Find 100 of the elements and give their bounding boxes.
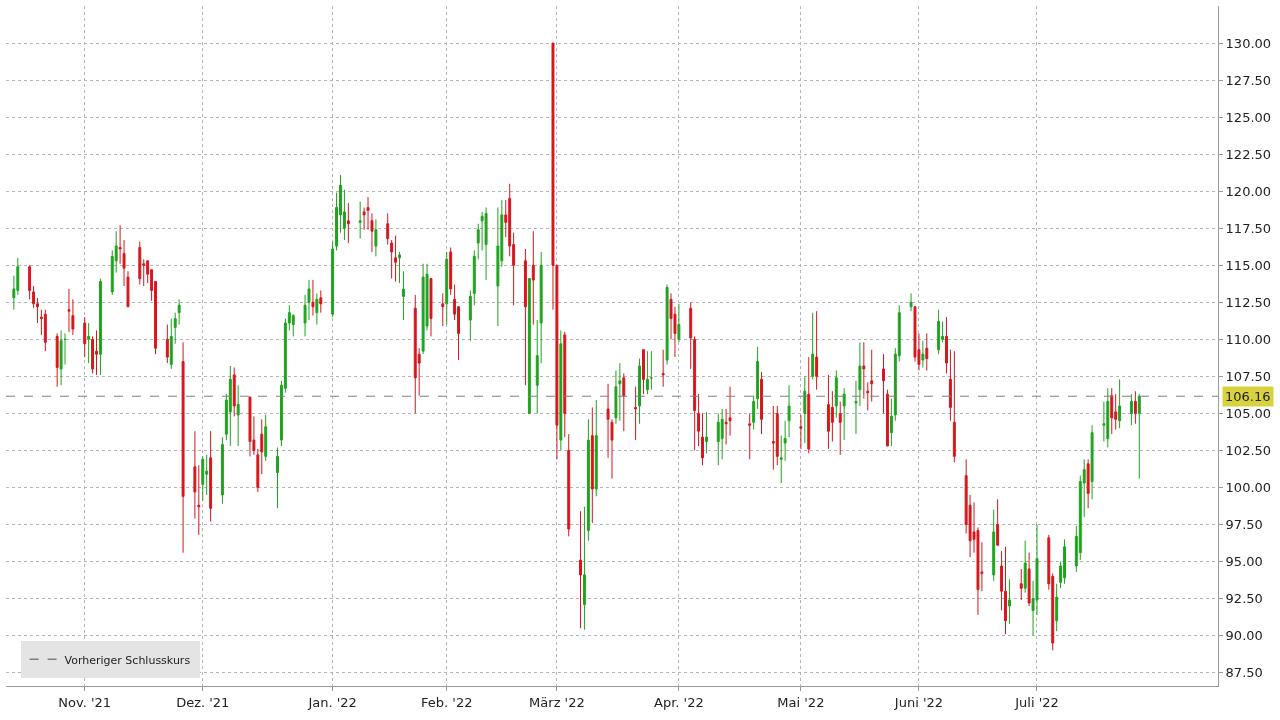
candlestick [622, 372, 626, 432]
candlestick [909, 292, 913, 312]
y-tick-label: 127.50 [1225, 72, 1272, 88]
candlestick [945, 316, 948, 374]
candlestick [1129, 393, 1133, 426]
candlestick [882, 353, 885, 414]
candlestick [346, 202, 350, 244]
y-tick-label: 112.50 [1225, 294, 1272, 310]
candlestick [815, 310, 819, 391]
x-tick-label: Juni '22 [893, 694, 944, 710]
candlestick [264, 414, 268, 462]
candlestick [55, 332, 59, 388]
candlestick [87, 322, 91, 364]
candlestick [996, 498, 1000, 546]
x-tick-label: Apr. '22 [654, 694, 704, 710]
candlestick [752, 395, 756, 431]
candlestick [527, 278, 531, 414]
candlestick [952, 350, 956, 463]
y-tick-label: 120.00 [1225, 183, 1272, 199]
candlestick [201, 455, 205, 502]
candlestick [1110, 387, 1114, 435]
y-tick-label: 117.50 [1225, 220, 1272, 236]
y-tick-label: 125.00 [1225, 109, 1272, 125]
candlestick [701, 412, 704, 466]
candlestick [394, 235, 398, 283]
candlestick [421, 263, 425, 355]
candlestick [228, 365, 232, 447]
candlestick [594, 399, 598, 497]
candlestick [799, 414, 803, 450]
candlestick [937, 309, 941, 355]
candlestick [311, 279, 315, 317]
candlestick [358, 201, 362, 240]
candlestick [472, 249, 476, 306]
y-tick-label: 110.00 [1225, 331, 1272, 347]
y-tick-label: 87.50 [1225, 665, 1263, 681]
candlestick [826, 374, 830, 450]
candlestick [374, 218, 378, 257]
candlestick [787, 384, 791, 438]
candlestick [441, 292, 445, 327]
candlestick [449, 246, 453, 296]
x-tick-label: Feb. '22 [421, 694, 473, 710]
candlestick [567, 433, 571, 537]
candlestick [95, 329, 98, 376]
candlestick [834, 369, 838, 419]
candlestick [921, 340, 925, 368]
candlestick [677, 303, 681, 343]
candlestick [811, 312, 815, 380]
y-tick-label: 95.00 [1225, 554, 1263, 570]
y-tick-label: 100.00 [1225, 480, 1272, 496]
candlestick [260, 418, 264, 475]
candlestick [870, 349, 874, 403]
y-tick-label: 130.00 [1225, 35, 1272, 51]
candlestick [523, 248, 527, 386]
candlestick [1023, 540, 1027, 594]
candlestick [1007, 578, 1011, 625]
candlestick [579, 510, 582, 629]
candlestick [220, 436, 224, 505]
x-tick-label: März '22 [529, 694, 585, 710]
candlestick [468, 289, 472, 342]
candlestick [169, 318, 173, 370]
candlestick [756, 346, 760, 410]
y-tick-label: 92.50 [1225, 591, 1263, 607]
candlestick [634, 386, 638, 441]
candlestick [862, 341, 866, 400]
candlestick [138, 241, 142, 286]
candlestick [67, 288, 71, 333]
candlestick [889, 398, 893, 447]
candlestick [1063, 538, 1066, 585]
candlestick [181, 341, 185, 554]
y-tick-label: 115.00 [1225, 257, 1272, 273]
candlestick [885, 389, 889, 447]
candlestick [992, 509, 996, 582]
candlestick [771, 405, 775, 471]
candlestick [807, 356, 811, 454]
candlestick [665, 284, 669, 366]
candlestick [1118, 378, 1122, 429]
candlestick [1004, 546, 1007, 635]
y-tick-label: 97.50 [1225, 517, 1263, 533]
candlestick [803, 375, 807, 444]
candlestick [445, 251, 449, 326]
candlestick [248, 396, 252, 457]
candlestick [1133, 390, 1137, 425]
candlestick [838, 401, 842, 456]
y-tick-label: 105.00 [1225, 405, 1272, 421]
candlestick [661, 349, 665, 388]
candlestick [1106, 387, 1110, 448]
candlestick [413, 294, 417, 414]
candlestick [43, 309, 47, 352]
candlestick [1086, 458, 1090, 509]
candlestick [697, 393, 701, 447]
candlestick [429, 278, 433, 337]
candlestick [1027, 552, 1031, 607]
candlestick [866, 381, 870, 411]
candlestick [586, 418, 590, 542]
candlestick [842, 387, 846, 441]
candlestick [563, 331, 567, 438]
candlestick [638, 358, 642, 425]
candlestick [98, 278, 102, 376]
candlestick [1019, 568, 1023, 601]
candlestick [948, 349, 952, 422]
